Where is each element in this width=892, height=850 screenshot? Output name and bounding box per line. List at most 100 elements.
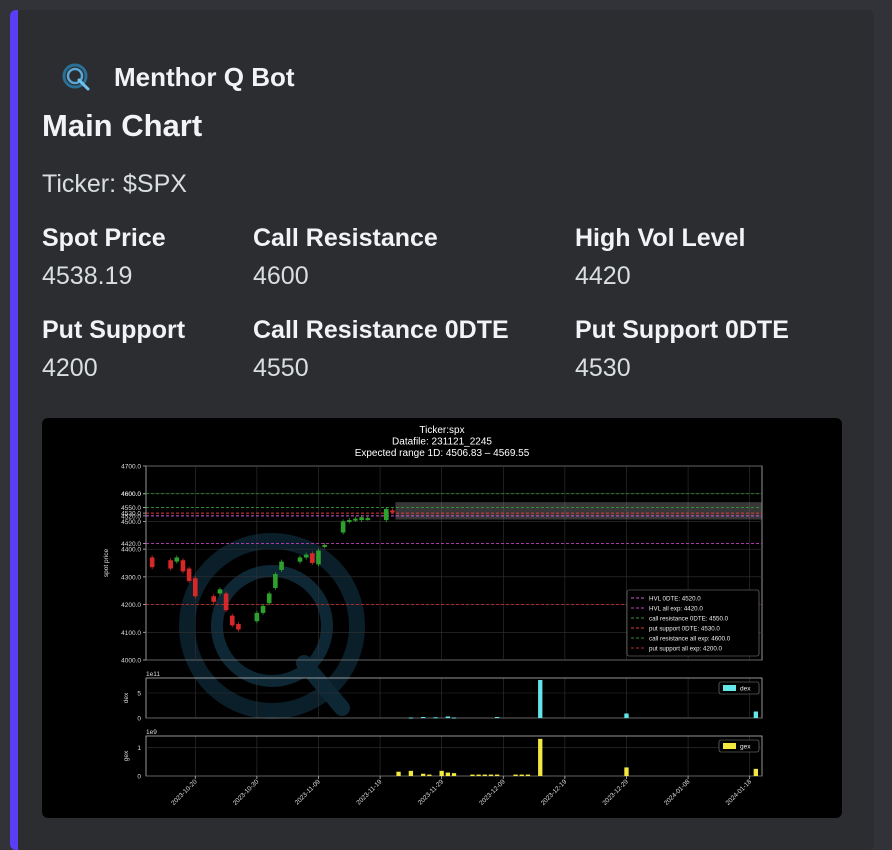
y-tick-label: 4500.0 bbox=[121, 519, 141, 526]
field-value: 4530 bbox=[575, 354, 631, 382]
y-tick-label: 4000.0 bbox=[121, 658, 141, 665]
gex-bar bbox=[408, 770, 414, 776]
candle bbox=[186, 568, 192, 582]
watermark-outer-ring bbox=[179, 533, 365, 719]
legend-entry: HVL 0DTE: 4520.0 bbox=[649, 595, 701, 602]
candle bbox=[390, 510, 395, 513]
gex-tick-label: 1 bbox=[137, 745, 141, 752]
x-tick-label: 2024-01-18 bbox=[725, 778, 754, 807]
candle bbox=[229, 615, 235, 626]
y-tick-label: 4400.0 bbox=[121, 547, 141, 554]
watermark-inner-ring bbox=[211, 565, 333, 687]
candle bbox=[180, 560, 186, 572]
dex-legend-label: dex bbox=[740, 686, 751, 693]
embed-chart-image[interactable]: Ticker:spx Datafile: 231121_2245 Expected … bbox=[42, 418, 842, 818]
gex-bar bbox=[519, 774, 524, 776]
gex-bar bbox=[470, 774, 475, 776]
dex-bar bbox=[494, 717, 500, 718]
field-name: Call Resistance 0DTE bbox=[253, 316, 509, 344]
level-tick-label: 4550.0 bbox=[121, 505, 141, 512]
candle bbox=[192, 578, 198, 597]
field-value: 4538.19 bbox=[42, 262, 133, 290]
y-tick-label: 4200.0 bbox=[121, 602, 141, 609]
gex-bar bbox=[513, 774, 518, 776]
field-value: 4550 bbox=[253, 354, 309, 382]
embed-description: Ticker: $SPX bbox=[42, 170, 187, 198]
level-tick-label: 4420.0 bbox=[121, 541, 141, 548]
embed-title: Main Chart bbox=[42, 108, 203, 143]
candle bbox=[260, 605, 266, 613]
watermark-tail bbox=[296, 655, 350, 716]
gex-bar bbox=[488, 774, 494, 776]
candle bbox=[316, 550, 321, 565]
dex-bar bbox=[421, 717, 426, 718]
candle bbox=[310, 553, 315, 563]
gex-axis-label: gex bbox=[123, 750, 130, 761]
candle bbox=[383, 508, 389, 521]
menthorq-logo-icon bbox=[62, 63, 90, 91]
gex-plot-frame bbox=[145, 735, 763, 777]
y-tick-label: 4600.0 bbox=[121, 491, 141, 498]
candle bbox=[217, 589, 223, 594]
gex-multiplier: 1e9 bbox=[146, 729, 157, 736]
field-name: Put Support 0DTE bbox=[575, 316, 789, 344]
candle bbox=[223, 593, 229, 611]
gex-bar bbox=[396, 771, 401, 776]
gex-tick-label: 0 bbox=[137, 774, 141, 781]
candle bbox=[211, 596, 217, 602]
candle bbox=[149, 557, 155, 568]
x-tick-label: 2023-12-09 bbox=[478, 778, 507, 807]
field-put-support: Put Support 4200 bbox=[42, 314, 185, 384]
candle bbox=[322, 544, 327, 547]
dex-legend-swatch bbox=[723, 685, 736, 691]
embed-author: Menthor Q Bot bbox=[60, 60, 295, 94]
candle bbox=[365, 518, 371, 521]
field-value: 4420 bbox=[575, 262, 631, 290]
field-call-resistance: Call Resistance 4600 bbox=[253, 222, 438, 292]
gex-bar bbox=[445, 772, 450, 776]
dex-bar bbox=[753, 711, 758, 718]
bot-name[interactable]: Menthor Q Bot bbox=[114, 61, 295, 92]
embed-card: Menthor Q Bot Main Chart Ticker: $SPX Sp… bbox=[10, 10, 874, 850]
gex-bar bbox=[525, 774, 531, 776]
chart-title-line: Datafile: 231121_2245 bbox=[392, 437, 492, 448]
gex-bar bbox=[451, 773, 457, 776]
gex-bar bbox=[624, 767, 629, 776]
y-tick-label: 4700.0 bbox=[121, 464, 141, 471]
field-spot-price: Spot Price 4538.19 bbox=[42, 222, 166, 292]
candle bbox=[279, 561, 284, 570]
x-tick-label: 2024-01-08 bbox=[663, 778, 692, 807]
field-name: Put Support bbox=[42, 316, 186, 344]
chart-title-line: Expected range 1D: 4506.83 – 4569.55 bbox=[355, 448, 530, 459]
dex-tick-label: 0 bbox=[137, 716, 141, 723]
field-high-vol-level: High Vol Level 4420 bbox=[575, 222, 745, 292]
gex-bar bbox=[538, 738, 543, 776]
candle bbox=[359, 517, 364, 521]
embed-accent-bar bbox=[10, 10, 18, 850]
dex-bar bbox=[451, 717, 457, 719]
dex-bar bbox=[624, 713, 629, 718]
field-name: Spot Price bbox=[42, 224, 166, 252]
gex-bar bbox=[421, 773, 426, 776]
candle bbox=[266, 593, 272, 604]
y-axis-label: spot price bbox=[103, 549, 110, 578]
candle bbox=[353, 518, 358, 521]
field-name: High Vol Level bbox=[575, 224, 746, 252]
candle bbox=[273, 574, 278, 588]
legend-entry: HVL all exp: 4420.0 bbox=[649, 605, 703, 612]
gex-bar bbox=[753, 768, 758, 776]
gex-legend-swatch bbox=[723, 743, 736, 749]
dex-bar bbox=[408, 717, 414, 719]
candle bbox=[340, 521, 346, 533]
candle bbox=[303, 554, 309, 558]
gex-bar bbox=[439, 770, 444, 776]
level-tick-label: 4520.0 bbox=[121, 513, 141, 520]
candle bbox=[174, 557, 180, 562]
x-tick-label: 2023-12-19 bbox=[540, 778, 569, 807]
menthorq-watermark-icon bbox=[179, 533, 365, 719]
gex-bar bbox=[476, 774, 481, 776]
legend-entry: call resistance 0DTE: 4550.0 bbox=[649, 615, 729, 622]
y-tick-label: 4300.0 bbox=[121, 574, 141, 581]
y-tick-label: 4100.0 bbox=[121, 630, 141, 637]
